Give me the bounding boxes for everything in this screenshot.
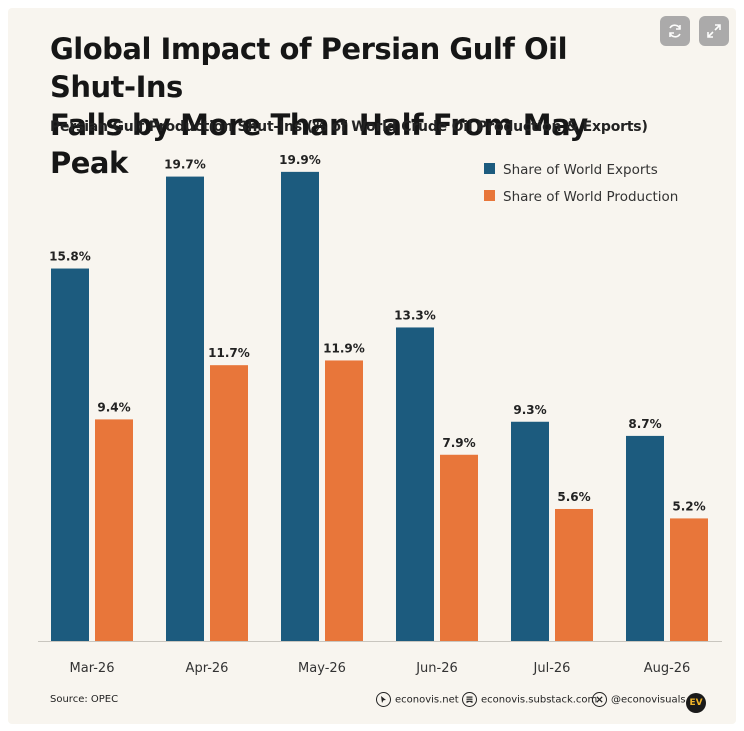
bar-exports (396, 327, 434, 641)
data-label: 5.2% (672, 499, 705, 513)
substack-link[interactable]: econovis.substack.com (462, 692, 597, 707)
bar-production (325, 360, 363, 641)
legend-swatch (484, 190, 495, 201)
title-line-2: Falls by More Than Half From May Peak (50, 108, 588, 180)
bar-exports (281, 171, 319, 641)
data-label: 8.7% (628, 417, 661, 431)
legend-swatch (484, 163, 495, 174)
bar-exports (511, 421, 549, 641)
bar-exports (166, 176, 204, 641)
x-handle-link[interactable]: @econovisuals (592, 692, 686, 707)
chart-title: Global Impact of Persian Gulf Oil Shut-I… (50, 30, 650, 182)
x-tick-label: Jul-26 (533, 661, 571, 676)
x-tick-label: Aug-26 (644, 661, 691, 676)
legend-label: Share of World Exports (503, 162, 658, 178)
x-tick-label: Mar-26 (70, 661, 115, 676)
data-label: 9.3% (513, 403, 546, 417)
bar-exports (626, 435, 664, 641)
econovis-logo: EV (686, 693, 706, 713)
refresh-button[interactable] (660, 16, 690, 46)
x-tick-label: May-26 (298, 661, 346, 676)
data-label: 15.8% (49, 250, 91, 264)
bar-production (555, 508, 593, 641)
bar-chart: 15.8% 9.4% Mar-26 19.7% 11.7% Apr-26 19.9% 11.9… (38, 153, 722, 676)
cursor-icon (376, 692, 391, 707)
data-label: 13.3% (394, 308, 436, 322)
bar-production (440, 454, 478, 641)
expand-icon (707, 24, 721, 38)
data-label: 19.7% (164, 158, 206, 172)
legend-label: Share of World Production (503, 189, 678, 205)
data-label: 11.9% (323, 341, 365, 355)
x-tick-label: Apr-26 (186, 661, 229, 676)
data-label: 7.9% (442, 436, 475, 450)
source-label: Source: OPEC (50, 694, 119, 705)
substack-icon (462, 692, 477, 707)
expand-button[interactable] (699, 16, 729, 46)
bar-production (210, 365, 248, 641)
x-tick-label: Jun-26 (415, 661, 458, 676)
x-icon (592, 692, 607, 707)
data-label: 9.4% (97, 400, 130, 414)
bar-production (670, 518, 708, 641)
website-text: econovis.net (395, 694, 459, 706)
bar-production (95, 419, 133, 641)
data-label: 5.6% (557, 490, 590, 504)
data-label: 11.7% (208, 346, 250, 360)
substack-text: econovis.substack.com (481, 694, 598, 706)
chart-card: Global Impact of Persian Gulf Oil Shut-I… (8, 8, 736, 724)
data-label: 19.9% (279, 153, 321, 167)
refresh-icon (669, 24, 681, 38)
x-handle-text: @econovisuals (611, 694, 686, 706)
chart-subtitle: Persian Gulf Production Shut-Ins (% of W… (50, 119, 648, 135)
website-link[interactable]: econovis.net (376, 692, 459, 707)
bar-exports (51, 268, 89, 641)
title-line-1: Global Impact of Persian Gulf Oil Shut-I… (50, 32, 568, 104)
